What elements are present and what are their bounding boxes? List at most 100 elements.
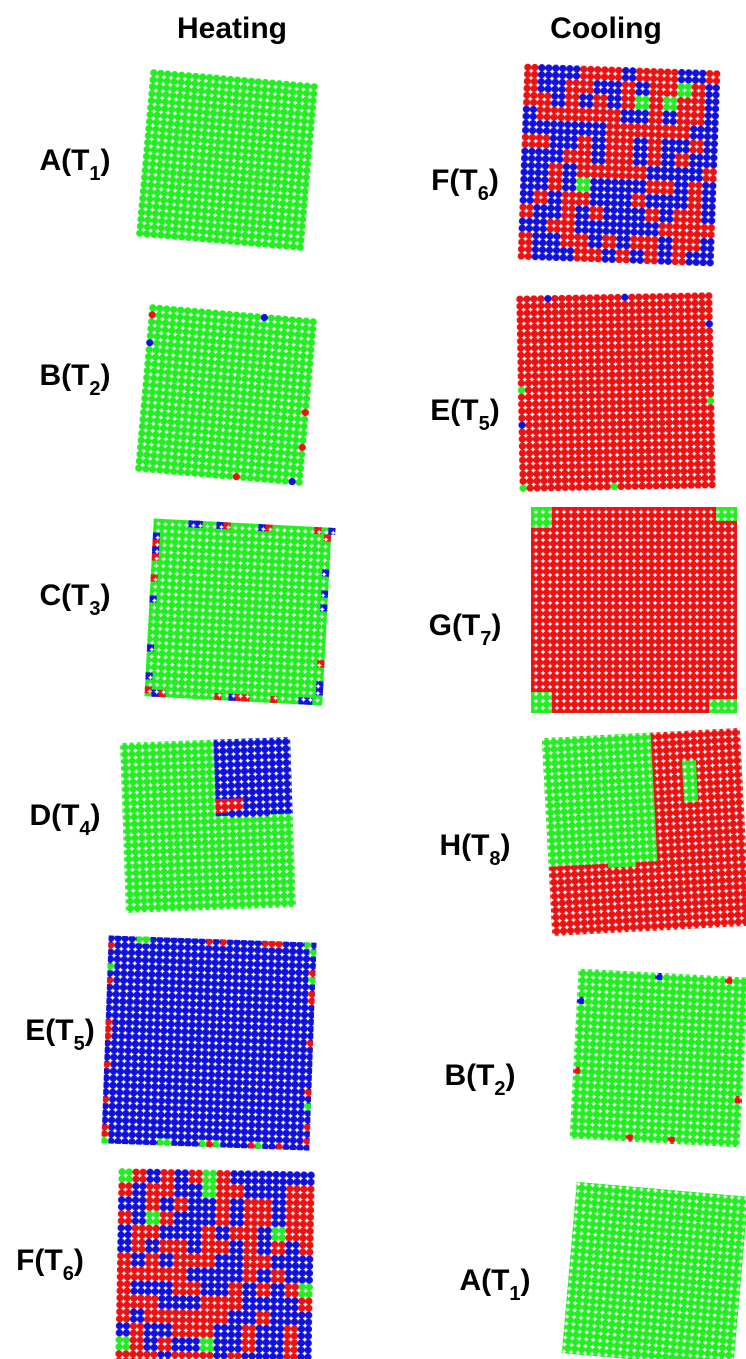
label-subscript: 5 — [479, 413, 490, 435]
lattice-patch — [549, 134, 565, 150]
lattice-patch — [549, 148, 564, 164]
lattice-patch — [635, 81, 650, 97]
lattice-patch — [674, 166, 689, 182]
label-text: ) — [101, 579, 111, 612]
lattice-patch — [565, 65, 581, 80]
label-text: E(T — [430, 394, 478, 427]
lattice-patch — [675, 138, 690, 154]
label-text: ) — [506, 1059, 516, 1092]
lattice-patch — [130, 1280, 145, 1295]
panel-label: F(T6) — [16, 1244, 84, 1285]
label-subscript: 7 — [480, 628, 491, 650]
lattice-patch — [255, 1338, 270, 1353]
label-subscript: 2 — [494, 1078, 505, 1100]
lattice-patch — [270, 1310, 285, 1326]
lattice-patch — [102, 1096, 111, 1104]
lattice-patch — [546, 232, 561, 247]
lattice-patch — [173, 1211, 188, 1226]
lattice-patch — [284, 1255, 300, 1270]
lattice-patch — [242, 1310, 257, 1325]
lattice-patch — [563, 135, 579, 150]
particle-lattice — [101, 935, 317, 1151]
lattice-patch — [629, 249, 645, 264]
label-subscript: 6 — [63, 1263, 74, 1285]
lattice-patch — [148, 310, 157, 319]
lattice-patch — [270, 1282, 285, 1298]
lattice-patch — [258, 523, 266, 532]
lattice-patch — [174, 1183, 189, 1198]
lattice-patch — [131, 1252, 146, 1267]
lattice-patch — [522, 119, 537, 135]
lattice-patch — [105, 1026, 113, 1034]
lattice-patch — [265, 524, 273, 532]
lattice-patch — [576, 996, 585, 1004]
lattice-patch — [118, 1168, 133, 1183]
lattice-patch — [320, 604, 328, 612]
lattice-patch — [660, 152, 676, 167]
lattice-patch — [617, 192, 633, 208]
lattice-patch — [159, 1197, 175, 1212]
label-text: ) — [101, 144, 111, 177]
lattice-base — [561, 1181, 746, 1359]
label-subscript: 6 — [478, 183, 489, 205]
lattice-patch — [532, 232, 547, 247]
heading: Cooling — [550, 12, 662, 45]
label-text: C(T — [39, 579, 89, 612]
label-text: G(T — [429, 609, 481, 642]
lattice-patch — [315, 688, 324, 696]
lattice-patch — [703, 125, 719, 141]
lattice-patch — [321, 569, 330, 577]
lattice-patch — [228, 693, 236, 701]
lattice-patch — [188, 520, 196, 528]
lattice-patch — [298, 1311, 313, 1326]
lattice-patch — [537, 78, 552, 93]
lattice-patch — [206, 1139, 214, 1148]
label-subscript: 3 — [89, 598, 100, 620]
lattice-patch — [248, 1141, 256, 1149]
lattice-patch — [576, 177, 591, 193]
particle-lattice — [134, 303, 318, 487]
lattice-patch — [520, 175, 535, 191]
particle-lattice — [144, 518, 336, 706]
lattice-patch — [244, 1184, 259, 1199]
lattice-patch — [298, 1269, 313, 1284]
lattice-patch — [228, 1254, 244, 1269]
particle-lattice — [561, 1181, 746, 1359]
lattice-patch — [533, 204, 548, 219]
lattice-patch — [573, 1066, 581, 1074]
lattice-patch — [199, 1139, 207, 1147]
panel-label: H(T8) — [439, 829, 510, 870]
lattice-patch — [302, 1138, 310, 1146]
lattice-patch — [256, 1268, 271, 1283]
particle-lattice — [115, 1168, 315, 1359]
lattice-patch — [262, 940, 270, 949]
lattice-patch — [705, 320, 713, 328]
lattice-patch — [305, 697, 313, 706]
lattice-patch — [685, 251, 701, 266]
lattice-patch — [115, 1336, 130, 1351]
lattice-patch — [604, 178, 619, 193]
lattice-base — [516, 292, 716, 492]
lattice-patch — [227, 1324, 243, 1339]
lattice-patch — [534, 162, 550, 177]
lattice-patch — [590, 178, 605, 193]
label-text: F(T — [431, 164, 478, 197]
lattice-patch — [661, 138, 676, 153]
lattice-patch — [657, 250, 673, 265]
lattice-patch — [230, 1170, 245, 1185]
lattice-patch — [285, 1241, 300, 1256]
lattice-patch — [284, 1297, 299, 1312]
lattice-patch — [159, 1253, 174, 1268]
lattice-patch — [132, 1182, 147, 1197]
lattice-patch — [260, 313, 269, 322]
lattice-patch — [518, 421, 526, 429]
lattice-base — [569, 968, 746, 1148]
lattice-patch — [307, 991, 315, 999]
lattice-base — [144, 518, 332, 706]
lattice-patch — [270, 1254, 286, 1270]
lattice-patch — [550, 120, 565, 136]
lattice-patch — [144, 686, 152, 694]
lattice-patch — [242, 1296, 257, 1311]
lattice-patch — [531, 507, 552, 528]
